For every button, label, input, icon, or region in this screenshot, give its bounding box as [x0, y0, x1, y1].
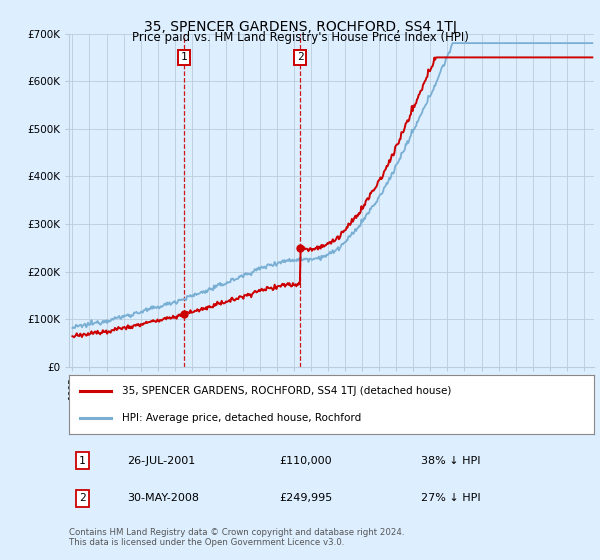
Text: £110,000: £110,000 — [279, 456, 332, 465]
Text: 38% ↓ HPI: 38% ↓ HPI — [421, 456, 480, 465]
Text: 27% ↓ HPI: 27% ↓ HPI — [421, 493, 481, 503]
Text: 30-MAY-2008: 30-MAY-2008 — [127, 493, 199, 503]
Text: £249,995: £249,995 — [279, 493, 332, 503]
Text: 2: 2 — [297, 53, 304, 62]
Text: Price paid vs. HM Land Registry's House Price Index (HPI): Price paid vs. HM Land Registry's House … — [131, 31, 469, 44]
Text: 26-JUL-2001: 26-JUL-2001 — [127, 456, 195, 465]
Text: 1: 1 — [181, 53, 187, 62]
Text: Contains HM Land Registry data © Crown copyright and database right 2024.
This d: Contains HM Land Registry data © Crown c… — [69, 528, 404, 547]
Text: 35, SPENCER GARDENS, ROCHFORD, SS4 1TJ (detached house): 35, SPENCER GARDENS, ROCHFORD, SS4 1TJ (… — [121, 386, 451, 396]
Text: 2: 2 — [79, 493, 86, 503]
Text: 35, SPENCER GARDENS, ROCHFORD, SS4 1TJ: 35, SPENCER GARDENS, ROCHFORD, SS4 1TJ — [143, 20, 457, 34]
Text: HPI: Average price, detached house, Rochford: HPI: Average price, detached house, Roch… — [121, 413, 361, 423]
Text: 1: 1 — [79, 456, 86, 465]
